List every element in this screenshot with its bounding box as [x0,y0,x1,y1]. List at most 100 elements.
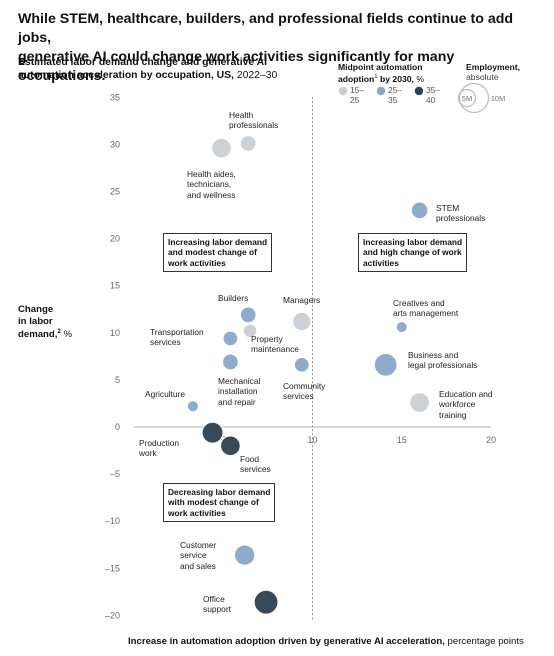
bubble-label-line: Education and [439,389,493,399]
bubble-point [239,134,257,153]
bubble-point [410,201,429,220]
bubble-label-line: training [439,409,467,420]
legend-label: 25– 35 [388,85,402,105]
bubble-label: Health professionals [229,110,278,131]
size-legend-label-10m: 10M [491,94,506,103]
y-tick-label: 20 [110,234,120,244]
x-axis-title: Increase in automation adoption driven b… [128,636,548,647]
bubble-point [219,435,241,457]
size-legend-title: Employment, absolute [466,62,546,82]
x-tick-label: 20 [486,435,496,445]
bubble-point [233,544,256,566]
size-legend-circle-large [458,82,490,114]
bubble-point [186,400,200,413]
y-tick-label: 15 [110,281,120,291]
legend-label-line: 25– [388,85,402,95]
bubble-label-line: support [203,604,231,615]
legend-swatch [338,86,348,96]
bubble-label-line: Mechanical [218,376,261,386]
y-tick-label: 30 [110,139,120,149]
bubble-label: Office support [203,594,231,615]
bubble-point [201,421,224,444]
y-axis-unit: % [60,329,72,341]
y-axis-title-line-1: Change [18,304,54,315]
legend-label-line: 35 [388,94,398,105]
y-axis-title-line-2: in labor [18,315,53,327]
bubble-label: Mechanical installation and repair [218,376,260,407]
y-tick-label: –20 [105,610,120,620]
bubble-label-line: Agriculture [145,389,186,399]
headline-line-2: generative AI could change work activiti… [18,49,455,84]
bubble-label-line: Builders [218,293,249,303]
quadrant-line: and modest change of [168,247,257,258]
quadrant-line: work activities [168,507,226,518]
bubble-label: Property maintenance [251,334,299,355]
y-tick-label: –15 [105,563,120,573]
bubble-label: Agriculture [145,389,185,399]
bubble-point [242,323,258,339]
bubble-point [293,356,310,373]
color-legend-title: Midpoint automation adoption1 by 2030, % [338,62,458,84]
bubble-label-line: and sales [180,560,216,571]
legend-swatch [376,86,386,96]
bubble-label-line: and wellness [187,189,236,200]
bubble-label-line: Managers [283,295,321,305]
quadrant-line: activities [363,257,399,268]
bubble-label-line: workforce [439,399,476,410]
y-axis-title: Change in labor demand,2 % [18,304,88,341]
color-legend-title-adoption: adoption [338,73,375,84]
bubble-point [253,589,279,615]
y-tick-label: 35 [110,92,120,102]
bubble-label-line: professionals [436,213,486,224]
bubble-label-line: installation [218,386,258,397]
color-legend-title-by-2030: by 2030, [377,73,414,84]
bubble-label: Managers [283,295,320,305]
subtitle-years: 2022–30 [233,70,278,81]
legend-swatch [414,86,424,96]
bubble-label-line: STEM [436,203,460,213]
bubble-label-line: services [283,391,314,402]
bubble-point [409,392,431,414]
size-legend-title-line-2: absolute [466,72,499,82]
bubble-label: Transportation services [150,327,204,348]
chart-subtitle: Estimated labor demand change and genera… [18,56,318,82]
size-legend-label-5m: 5M [462,94,472,103]
bubble-point [221,353,239,371]
subtitle-line-2: automation acceleration by occupation, U… [18,70,234,81]
bubble-label-line: Health [229,110,254,120]
bubble-label-line: Customer [180,540,217,550]
y-axis-title-line-3: demand, [18,329,58,341]
color-legend-footnote: 1 [374,74,378,80]
bubble-label-line: maintenance [251,344,299,355]
legend-label-line: 15– [350,85,364,95]
bubble-label-line: Health aides, [187,169,236,179]
bubble-label: Customer service and sales [180,540,216,571]
bubble-label-line: Business and [408,350,459,360]
bubble-point [292,311,312,332]
bubble-label: Education and workforce training [439,389,493,420]
y-tick-label: –5 [110,469,120,479]
size-legend-circle-small [457,88,477,108]
x-axis-title-unit: percentage points [444,636,524,647]
bubble-label-line: Transportation [150,327,204,337]
color-legend-title-unit: % [413,73,424,84]
y-tick-label: 0 [115,422,120,432]
quadrant-box: Increasing labor demand and modest change… [163,233,273,273]
quadrant-line: Increasing labor demand [363,237,463,247]
bubble-label: Health aides, technicians, and wellness [187,169,236,200]
bubble-label-line: work [139,448,157,459]
legend-label-line: 35– [426,85,440,95]
bubble-label: Builders [218,293,248,303]
bubble-label-line: professionals [229,120,279,131]
bubble-label-line: services [240,464,271,475]
quadrant-line: and high change of work [363,247,462,258]
y-tick-label: 25 [110,187,120,197]
headline: While STEM, healthcare, builders, and pr… [18,10,538,86]
bubble-label-line: Office [203,594,225,604]
quadrant-line: work activities [168,257,226,268]
legend-label-line: 25 [350,94,360,105]
quadrant-line: with modest change of [168,497,259,508]
size-legend-title-line-1: Employment, [466,62,520,72]
x-axis-title-bold: Increase in automation adoption driven b… [128,636,445,647]
